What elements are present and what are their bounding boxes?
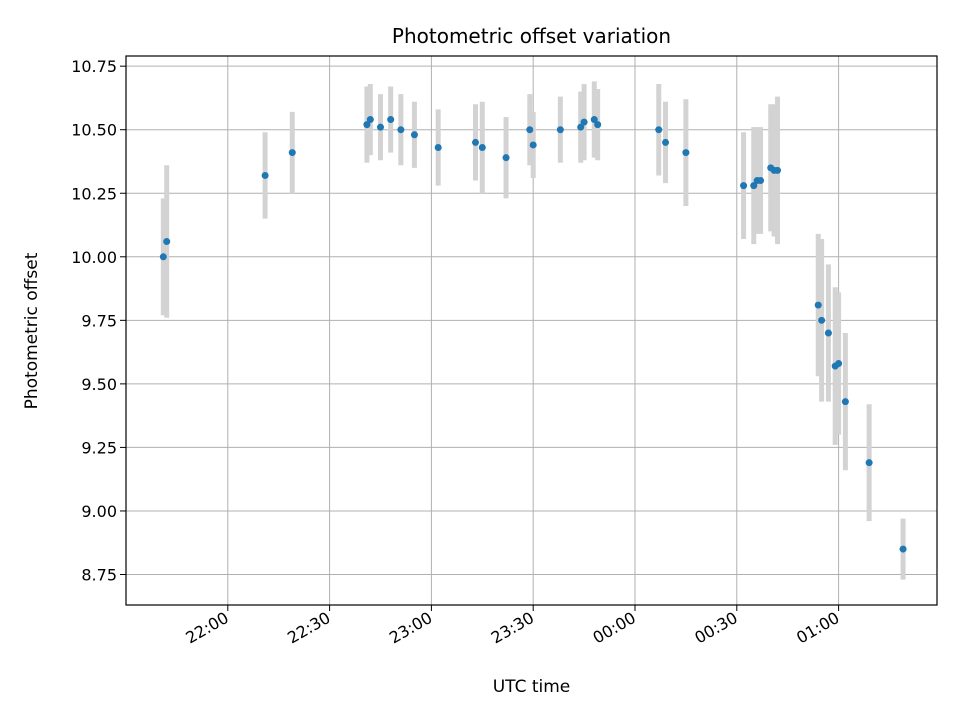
x-tick-label: 01:00 <box>793 608 842 648</box>
data-point <box>163 238 171 246</box>
data-point <box>580 118 588 126</box>
y-tick-label: 9.25 <box>81 438 117 457</box>
data-point <box>363 121 371 129</box>
data-point <box>835 360 843 368</box>
data-point <box>366 116 374 124</box>
chart-title: Photometric offset variation <box>392 24 671 48</box>
data-point <box>397 126 405 134</box>
data-point <box>261 171 269 179</box>
y-tick-label: 9.75 <box>81 311 117 330</box>
data-point <box>410 131 418 139</box>
y-tick-label: 10.50 <box>71 121 117 140</box>
y-tick-label: 10.75 <box>71 57 117 76</box>
data-point <box>526 126 534 134</box>
x-axis-label: UTC time <box>493 677 571 697</box>
x-tick-label: 23:30 <box>488 608 537 648</box>
data-point <box>594 121 602 129</box>
x-tick-label: 22:00 <box>182 608 231 648</box>
y-axis-label: Photometric offset <box>22 252 42 409</box>
data-point <box>472 138 480 146</box>
data-point <box>818 316 826 324</box>
plot-frame <box>125 55 938 606</box>
data-point <box>159 253 167 261</box>
data-point <box>529 141 537 149</box>
y-tick-label: 9.50 <box>81 375 117 394</box>
data-point <box>577 123 585 131</box>
x-tick-label: 00:30 <box>691 608 740 648</box>
axis-ticks: 22:00 22:30 23:00 23:30 00:00 00:30 01:00 8.75 9… <box>71 57 842 647</box>
data-point <box>662 138 670 146</box>
x-tick-label: 22:30 <box>284 608 333 648</box>
data-point <box>824 329 832 337</box>
data-point <box>750 182 758 190</box>
data-point <box>682 149 690 157</box>
x-tick-label: 00:00 <box>590 608 639 648</box>
y-tick-label: 8.75 <box>81 566 117 585</box>
y-tick-label: 10.00 <box>71 248 117 267</box>
data-point <box>502 154 510 162</box>
data-point <box>556 126 564 134</box>
data-point <box>387 116 395 124</box>
grid-lines <box>126 56 937 605</box>
data-point <box>740 182 748 190</box>
data-point <box>865 459 873 467</box>
data-point <box>899 545 907 553</box>
y-tick-label: 10.25 <box>71 184 117 203</box>
data-point <box>814 301 822 309</box>
x-tick-label: 23:00 <box>386 608 435 648</box>
data-point <box>434 144 442 151</box>
data-point <box>590 116 598 124</box>
data-point <box>774 166 782 174</box>
data-point <box>288 149 296 157</box>
data-point <box>376 123 384 131</box>
data-point <box>655 126 663 134</box>
data-points <box>159 116 907 553</box>
data-point <box>757 177 765 185</box>
data-point <box>478 144 486 151</box>
data-point <box>841 398 849 406</box>
y-tick-label: 9.00 <box>81 502 117 521</box>
